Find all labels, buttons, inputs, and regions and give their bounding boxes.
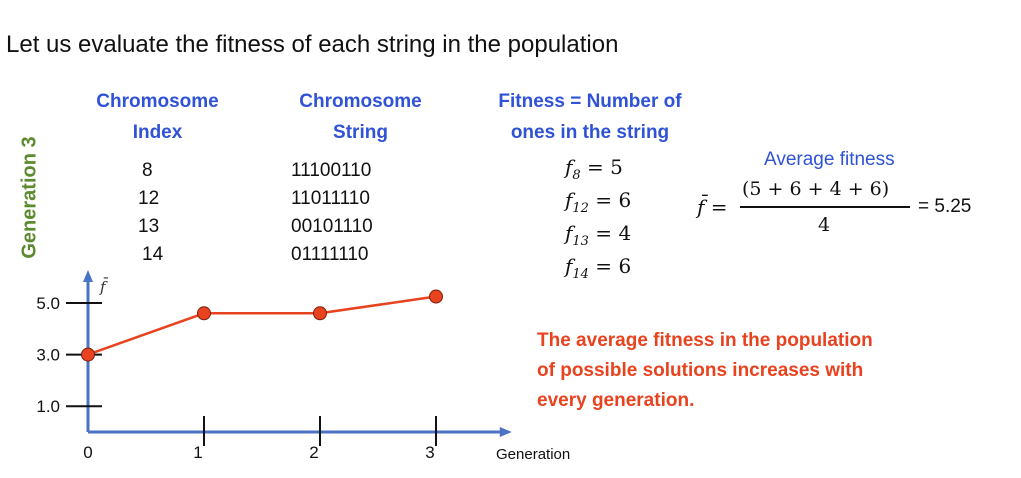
conclusion-line: every generation. [537, 390, 695, 411]
fitness-header: Fitness = Number of ones in the string [475, 86, 705, 148]
data-point [197, 306, 211, 321]
average-label: Average fitness [764, 149, 895, 170]
y-tick-label: 5.0 [36, 294, 60, 313]
string-header-line1: Chromosome [299, 91, 422, 112]
fitness-value: 6 [618, 188, 632, 212]
index-cell: 13 [138, 216, 160, 237]
x-tick-label: 0 [83, 443, 92, 462]
string-column: 11100110 11011110 00101110 01111110 [291, 157, 373, 269]
x-axis-label: Generation [496, 446, 570, 463]
data-point [313, 306, 327, 321]
y-tick-label: 3.0 [36, 346, 60, 365]
y-tick-label: 1.0 [36, 397, 60, 416]
average-result: = 5.25 [918, 196, 972, 217]
x-tick-label: 3 [425, 443, 434, 462]
string-header: Chromosome String [283, 86, 438, 148]
fitness-sub: 8 [572, 168, 581, 183]
index-cell: 8 [142, 160, 153, 181]
y-axis-label: f̄ [99, 278, 108, 296]
data-point [81, 347, 95, 362]
index-cell: 12 [138, 188, 160, 209]
index-header-line1: Chromosome [96, 91, 219, 112]
fitness-value: 6 [618, 254, 632, 278]
string-cell: 01111110 [291, 244, 369, 265]
index-header: Chromosome Index [80, 86, 235, 148]
x-axis-arrow [499, 427, 512, 437]
fitness-sub: 12 [572, 201, 589, 216]
fitness-formula: f12 = 6 [565, 188, 632, 216]
fitness-sub: 14 [572, 267, 589, 282]
average-numerator: (5 + 6 + 4 + 6) [742, 178, 890, 200]
string-cell: 11011110 [291, 188, 370, 209]
fitness-header-line2: ones in the string [510, 122, 670, 143]
data-point [429, 289, 443, 304]
conclusion-line: of possible solutions increases with [537, 360, 864, 381]
string-cell: 00101110 [291, 216, 373, 237]
fitness-sub: 13 [572, 234, 589, 249]
fitness-column: f8 = 5 f12 = 6 f13 = 4 f14 = 6 [565, 155, 631, 287]
series-line [87, 295, 437, 356]
y-axis-arrow [83, 270, 93, 282]
index-column: 8 12 13 14 [138, 157, 163, 269]
page-heading: Let us evaluate the fitness of each stri… [6, 31, 619, 58]
conclusion-line: The average fitness in the population [537, 330, 873, 351]
fitness-formula: f14 = 6 [565, 254, 632, 282]
fitness-value: 4 [618, 221, 632, 245]
average-denominator: 4 [818, 214, 831, 236]
string-cell: 11100110 [291, 160, 372, 181]
x-tick-label: 2 [309, 443, 318, 462]
conclusion-text: The average fitness in the population of… [537, 326, 873, 416]
index-cell: 14 [142, 244, 164, 265]
fitness-formula: f8 = 5 [565, 155, 623, 183]
fitness-value: 5 [610, 155, 623, 179]
string-header-line2: String [333, 122, 388, 143]
x-tick-label: 1 [193, 443, 202, 462]
fitness-formula: f13 = 4 [565, 221, 632, 249]
fbar-symbol: f̄ = [697, 195, 728, 219]
index-header-line2: Index [132, 122, 183, 143]
fitness-header-line1: Fitness = Number of [498, 91, 682, 112]
fraction-bar [740, 206, 910, 208]
